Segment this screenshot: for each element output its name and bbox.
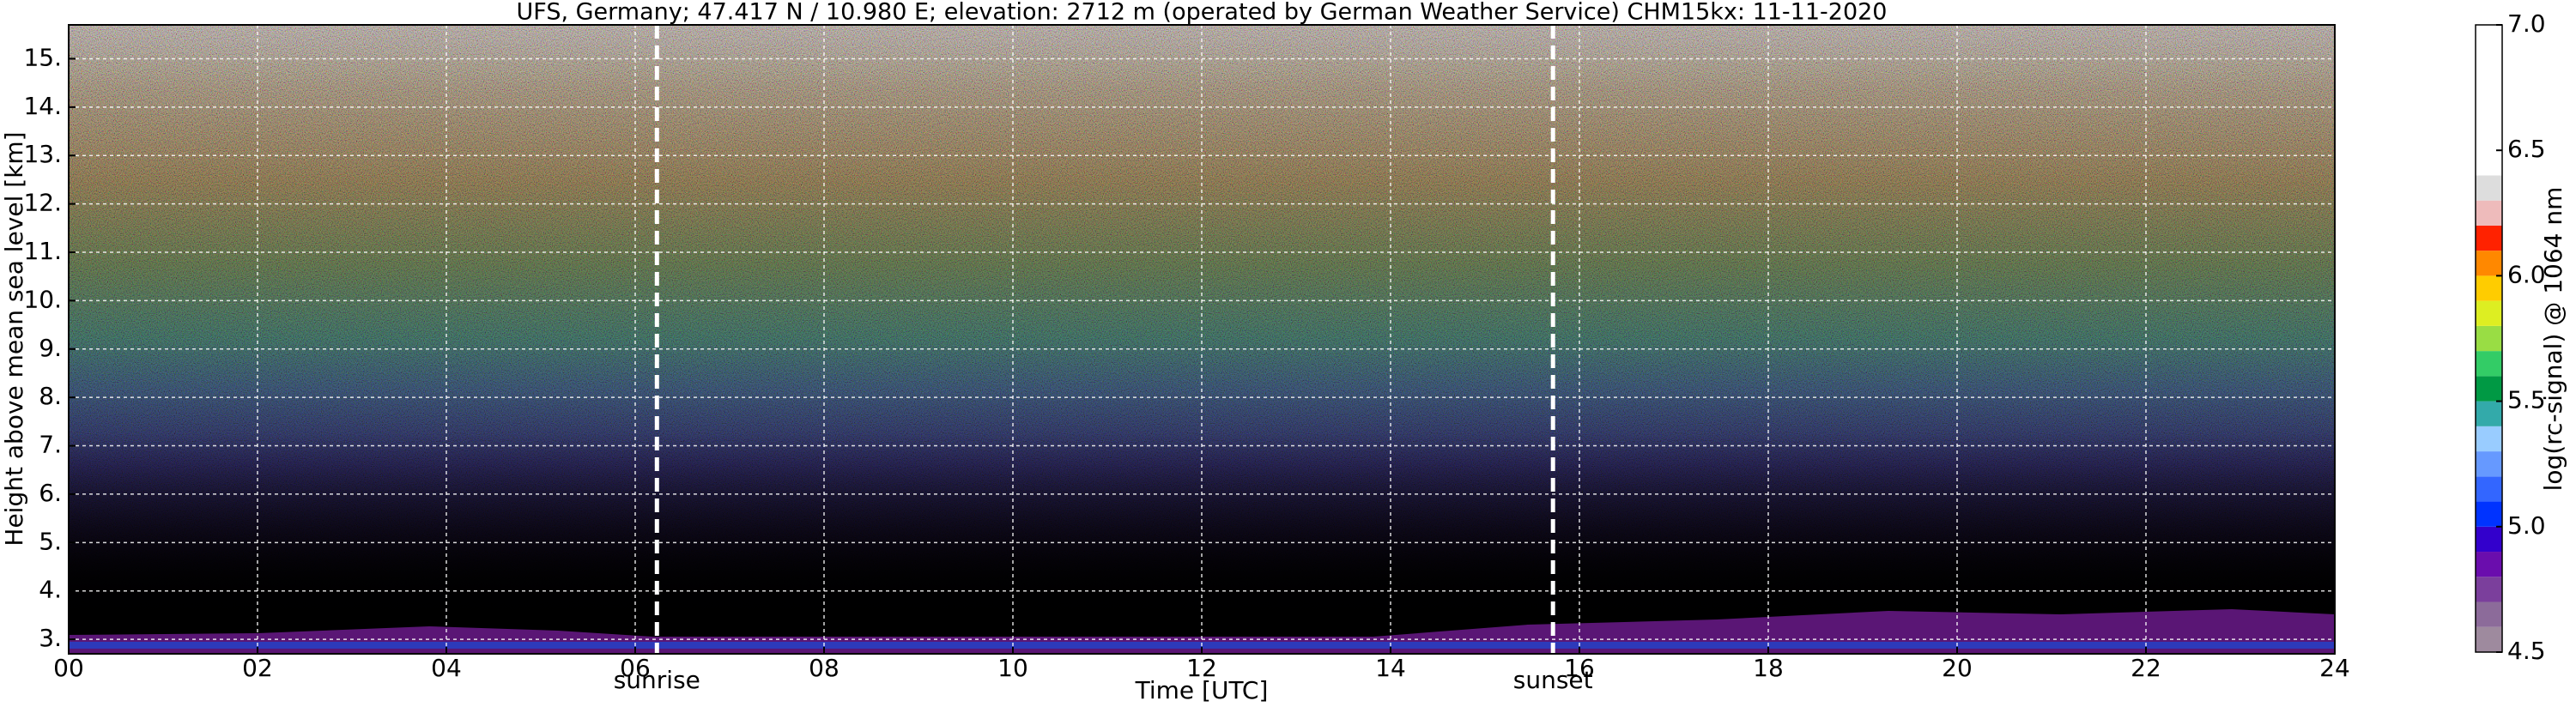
x-tick-label: 02 (242, 654, 273, 682)
colorbar-cell (2476, 501, 2502, 527)
y-tick-label: 6. (39, 479, 62, 507)
x-tick-label: 10 (997, 654, 1028, 682)
colorbar-tick-label: 5.0 (2507, 511, 2546, 540)
colorbar-cell (2476, 351, 2502, 377)
heatmap-layer (69, 25, 2335, 654)
colorbar-cell (2476, 200, 2502, 226)
colorbar-cell (2476, 552, 2502, 577)
y-tick-label: 4. (39, 576, 62, 604)
x-tick-label: 06 (620, 654, 651, 682)
x-tick-label: 00 (53, 654, 84, 682)
colorbar-tick-label: 7.0 (2507, 9, 2546, 38)
colorbar-tick-label: 6.0 (2507, 260, 2546, 288)
colorbar-cell (2476, 175, 2502, 201)
colorbar-tick-label: 6.5 (2507, 135, 2546, 163)
colorbar-tick-label: 5.5 (2507, 386, 2546, 414)
colorbar-cell (2476, 476, 2502, 502)
y-tick-label: 10. (23, 285, 62, 313)
colorbar-cell (2476, 251, 2502, 276)
x-tick-label: 20 (1942, 654, 1973, 682)
y-tick-label: 14. (23, 92, 62, 120)
y-tick-label: 5. (39, 527, 62, 555)
x-tick-label: 08 (809, 654, 839, 682)
y-tick-label: 13. (23, 140, 62, 168)
x-tick-label: 14 (1375, 654, 1406, 682)
colorbar-label: log(rc-signal) @ 1064 nm (2539, 187, 2567, 492)
x-axis-label: Time [UTC] (1135, 676, 1269, 704)
y-tick-label: 11. (23, 237, 62, 265)
colorbar-cell (2476, 401, 2502, 426)
heatmap-shade (69, 25, 2335, 654)
y-tick-label: 9. (39, 334, 62, 362)
annotation-label: sunset (1513, 666, 1593, 694)
x-tick-label: 24 (2319, 654, 2350, 682)
y-tick-label: 3. (39, 624, 62, 652)
colorbar-cell (2476, 300, 2502, 326)
colorbar-cell (2476, 325, 2502, 352)
colorbar-cell (2476, 376, 2502, 402)
colorbar-cell (2476, 225, 2502, 251)
y-tick-label: 15. (23, 43, 62, 71)
colorbar-cell (2476, 25, 2502, 176)
x-tick-label: 16 (1564, 654, 1595, 682)
plot-frame (68, 24, 2336, 655)
colorbar-cell (2476, 577, 2502, 602)
colorbar-cell (2476, 451, 2502, 477)
y-axis-label: Height above mean sea level [km] (0, 131, 28, 546)
colorbar-tick-label: 4.5 (2507, 637, 2546, 665)
chart-title: UFS, Germany; 47.417 N / 10.980 E; eleva… (517, 0, 1888, 26)
colorbar-cell (2476, 601, 2502, 627)
y-tick-label: 8. (39, 382, 62, 410)
colorbar-cell (2476, 275, 2502, 301)
colorbar-cell (2476, 526, 2502, 553)
colorbar-frame (2475, 24, 2503, 653)
annotation-label: sunrise (614, 666, 700, 694)
y-tick-label: 12. (23, 189, 62, 217)
colorbar-cell (2476, 626, 2502, 652)
x-tick-label: 18 (1753, 654, 1784, 682)
x-tick-label: 22 (2131, 654, 2161, 682)
x-tick-label: 12 (1186, 654, 1217, 682)
colorbar-cell (2476, 426, 2502, 452)
y-tick-label: 7. (39, 431, 62, 459)
x-tick-label: 04 (431, 654, 462, 682)
